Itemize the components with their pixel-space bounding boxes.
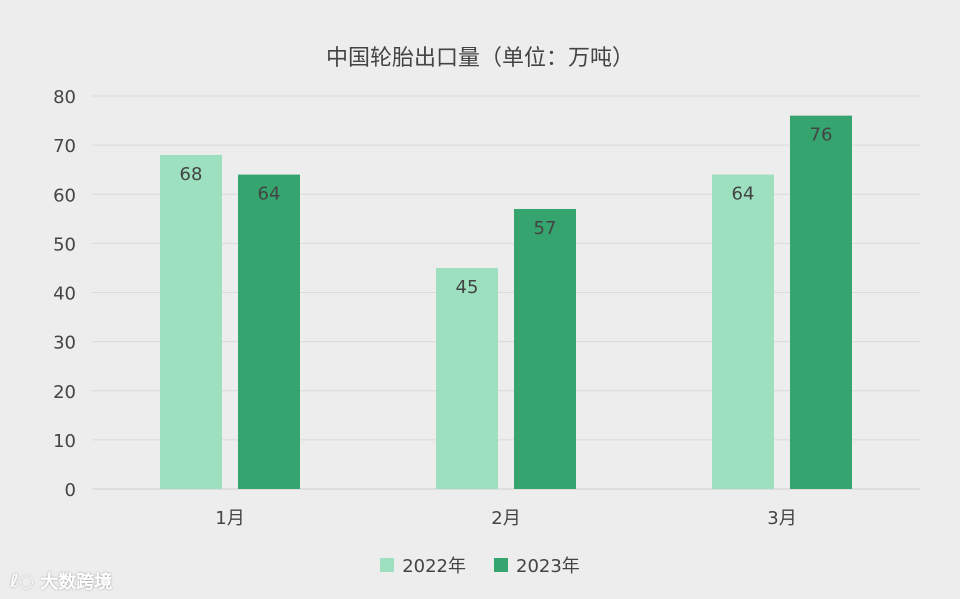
data-label: 64: [732, 184, 755, 205]
y-tick-label: 80: [53, 87, 76, 108]
data-label: 76: [810, 125, 833, 146]
legend-swatch-2022: [380, 558, 395, 572]
x-tick-label: 1月: [215, 508, 244, 529]
watermark: ℓ◌ 大数跨境: [10, 568, 112, 594]
y-tick-label: 20: [53, 382, 76, 403]
legend-item-2023[interactable]: 2023年: [494, 552, 580, 578]
y-tick-label: 60: [53, 185, 76, 206]
bar-2023年-1月: [238, 174, 300, 489]
bar-2022年-3月: [712, 174, 774, 489]
legend-label-2023: 2023年: [516, 556, 580, 577]
data-label: 45: [456, 277, 479, 298]
watermark-logo-icon: ℓ◌: [10, 570, 35, 592]
y-tick-label: 30: [53, 333, 76, 354]
legend-swatch-2023: [494, 558, 508, 572]
data-label: 64: [258, 184, 281, 205]
bar-2022年-2月: [436, 267, 498, 489]
legend-label-2022: 2022年: [402, 556, 466, 577]
chart-legend: 2022年 2023年: [0, 552, 960, 578]
y-tick-label: 70: [53, 136, 76, 157]
watermark-text: 大数跨境: [40, 572, 113, 593]
bar-2023年-2月: [514, 208, 576, 490]
chart-title: 中国轮胎出口量（单位：万吨）: [325, 46, 634, 71]
y-tick-label: 10: [53, 431, 76, 452]
bar-2023年-3月: [790, 115, 852, 490]
data-label: 57: [534, 218, 557, 239]
y-tick-label: 0: [65, 480, 76, 501]
y-tick-label: 50: [53, 234, 76, 255]
legend-item-2022[interactable]: 2022年: [380, 552, 466, 578]
y-tick-label: 40: [53, 284, 76, 305]
data-label: 68: [180, 164, 203, 185]
bar-2022年-1月: [160, 154, 222, 489]
x-tick-label: 2月: [491, 508, 520, 529]
x-tick-label: 3月: [767, 508, 796, 529]
